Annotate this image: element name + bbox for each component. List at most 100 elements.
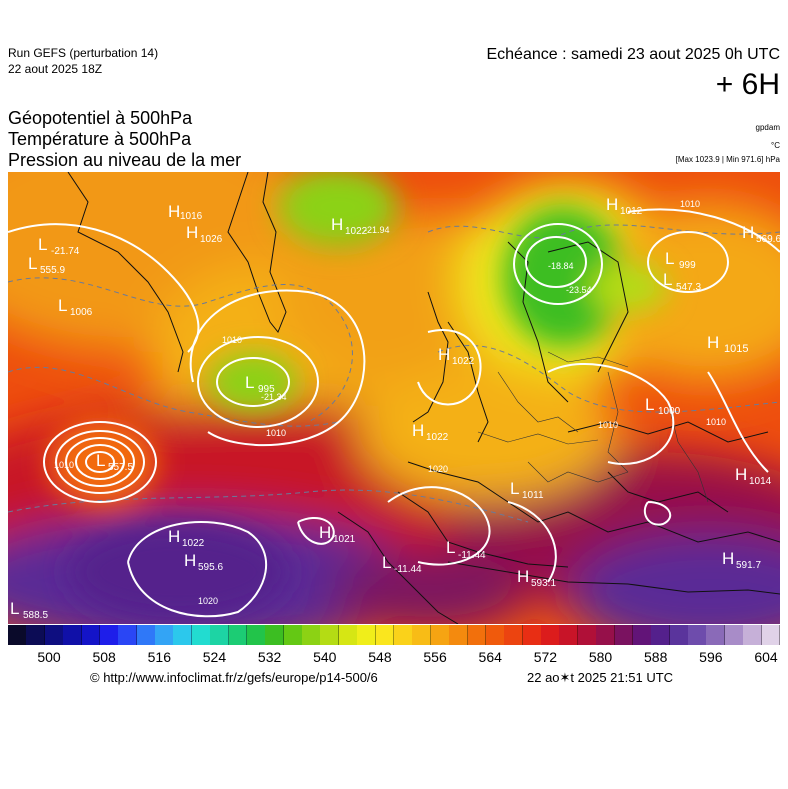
color-scale-swatch <box>614 625 634 645</box>
color-scale-swatch <box>228 625 248 645</box>
low-value: 1000 <box>658 406 681 417</box>
low-value: 547.3 <box>676 282 701 293</box>
high-value: 1021 <box>333 534 356 545</box>
color-scale-swatch <box>81 625 101 645</box>
high-value: 1012 <box>620 206 643 217</box>
low-value: 995 <box>258 384 275 395</box>
low-letter: L <box>663 270 672 289</box>
color-scale-tick: 516 <box>147 649 171 665</box>
high-pressure-label: H 1022 <box>168 527 205 549</box>
color-scale-swatch <box>430 625 450 645</box>
low-letter: L <box>10 599 19 618</box>
field-label-temperature: Température à 500hPa <box>8 129 192 149</box>
copyright-link[interactable]: © http://www.infoclimat.fr/z/gefs/europe… <box>90 670 378 685</box>
high-value: 591.7 <box>736 560 761 571</box>
coastlines <box>67 172 780 624</box>
unit-geopotential: gpdam <box>755 123 780 132</box>
high-letter: H <box>168 527 180 546</box>
color-scale-swatch <box>8 625 27 645</box>
low-letter: L <box>510 479 519 498</box>
color-scale-swatch <box>44 625 64 645</box>
isobar-label: 1010 <box>706 417 726 427</box>
high-pressure-label: H 569.6 <box>742 223 780 245</box>
color-scale-swatch <box>559 625 579 645</box>
color-scale-swatch <box>99 625 119 645</box>
color-scale-tick: 540 <box>313 649 337 665</box>
low-letter: L <box>38 235 47 254</box>
high-value: 1014 <box>749 476 772 487</box>
run-title: Run GEFS (perturbation 14) <box>8 46 159 60</box>
color-scale-tick: 604 <box>754 649 778 665</box>
color-scale-swatch <box>449 625 469 645</box>
color-scale-swatch <box>320 625 340 645</box>
high-value: 1016 <box>180 211 203 222</box>
low-letter: L <box>665 249 674 268</box>
low-pressure-label: L -11.44 <box>446 538 486 561</box>
high-pressure-label: H 1026 <box>186 223 223 245</box>
low-letter: L <box>382 553 391 572</box>
isobar-label: 1010 <box>222 335 242 345</box>
high-value: 1015 <box>724 343 748 355</box>
high-value: 595.6 <box>198 562 223 573</box>
temperature-field <box>8 172 780 624</box>
color-scale-swatch <box>706 625 726 645</box>
color-scale-tick: 508 <box>92 649 116 665</box>
color-scale-swatch <box>541 625 560 645</box>
high-letter: H <box>517 567 529 586</box>
high-pressure-label: H 593.1 <box>517 567 556 589</box>
run-date: 22 aout 2025 18Z <box>8 62 103 76</box>
high-pressure-label: H 591.7 <box>722 549 761 571</box>
color-scale-swatch <box>283 625 303 645</box>
color-scale-swatch <box>669 625 689 645</box>
pressure-labels: H 1016 H 1026 H 1022 H 1012 H 1022 H 1015 H 102… <box>10 195 780 621</box>
color-scale-swatch <box>596 625 616 645</box>
color-scale-swatch <box>485 625 505 645</box>
low-pressure-label: L 999 <box>665 249 696 271</box>
field-label-pressure: Pression au niveau de la mer <box>8 150 242 170</box>
contour-value-labels: -21.94 -23.54 -18.84 -21.34 1010 1010 10… <box>54 199 726 606</box>
color-scale-bar <box>8 625 781 645</box>
high-pressure-label: H 1022 <box>331 215 368 237</box>
color-scale-swatch <box>246 625 266 645</box>
high-value: 1022 <box>345 226 368 237</box>
color-scale-swatch <box>577 625 597 645</box>
field-label-geopotential: Géopotentiel à 500hPa <box>8 108 193 128</box>
low-value: -11.44 <box>394 564 422 575</box>
low-pressure-label: L -21.74 <box>38 235 80 257</box>
isobar-label: 1020 <box>198 596 218 606</box>
low-pressure-label: L 547.3 <box>663 270 701 293</box>
low-value: 557.5 <box>108 462 133 473</box>
high-pressure-label: H 1015 <box>707 333 748 355</box>
high-pressure-label: H 1021 <box>319 523 356 545</box>
high-value: 1026 <box>200 234 223 245</box>
high-letter: H <box>168 202 180 221</box>
color-scale-swatch <box>724 625 744 645</box>
low-pressure-label: L 555.9 <box>28 254 65 276</box>
forecast-valid-time: Echéance : samedi 23 aout 2025 0h UTC <box>486 46 780 63</box>
color-scale-swatch <box>522 625 542 645</box>
low-pressure-label: L 1000 <box>645 395 681 417</box>
low-pressure-label: L -11.44 <box>382 553 422 575</box>
low-letter: L <box>446 538 455 557</box>
generation-timestamp: 22 ao✶t 2025 21:51 UTC <box>527 670 674 685</box>
high-letter: H <box>438 345 450 364</box>
color-scale-tick: 532 <box>257 649 282 665</box>
color-scale-swatch <box>173 625 193 645</box>
color-scale-swatch <box>394 625 413 645</box>
color-scale-swatch <box>63 625 83 645</box>
low-value: -21.74 <box>51 246 80 257</box>
low-letter: L <box>96 451 105 470</box>
unit-temperature: °C <box>771 141 780 150</box>
weather-map: H 1016 H 1026 H 1022 H 1012 H 1022 H 1015 H 102… <box>8 172 780 624</box>
high-value: 569.6 <box>756 234 780 245</box>
color-scale-swatch <box>375 625 395 645</box>
high-letter: H <box>735 465 747 484</box>
color-scale-swatch <box>467 625 487 645</box>
temperature-label: -18.84 <box>548 261 574 271</box>
isobar-label: 1010 <box>266 428 286 438</box>
geopotential-contours <box>8 224 780 523</box>
color-scale-swatch <box>191 625 211 645</box>
color-scale-tick: 500 <box>37 649 61 665</box>
high-letter: H <box>742 223 754 242</box>
low-pressure-label: L 1011 <box>510 479 544 501</box>
